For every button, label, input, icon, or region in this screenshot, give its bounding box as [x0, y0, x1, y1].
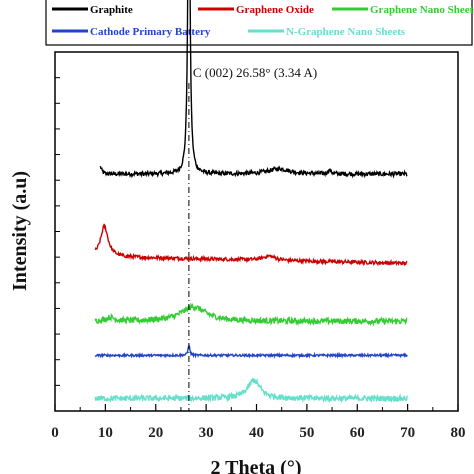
x-tick-label: 20	[148, 425, 163, 441]
x-tick-label: 80	[451, 425, 466, 441]
x-tick-label: 70	[400, 425, 415, 441]
x-tick-label: 60	[350, 425, 365, 441]
x-tick-label: 0	[51, 425, 59, 441]
series-layer	[94, 0, 408, 404]
x-tick-label: 30	[199, 425, 214, 441]
y-axis-ticks	[55, 77, 60, 386]
plot-frame	[54, 51, 459, 412]
legend-label: Graphene Nano Sheets	[370, 4, 474, 16]
legend-label: Graphene Oxide	[236, 4, 314, 16]
x-axis-title: 2 Theta (°)	[211, 457, 302, 474]
series-line-3	[94, 302, 408, 327]
annotation-label: C (002) 26.58° (3.34 A)	[193, 65, 317, 80]
legend-label: N-Graphene Nano Sheets	[286, 26, 406, 38]
legend: Graphite Graphene Oxide Graphene Nano Shee…	[52, 4, 474, 38]
legend-label: Graphite	[90, 4, 133, 16]
series-line-1	[99, 0, 408, 179]
x-tick-label: 10	[98, 425, 113, 441]
x-tick-label: 50	[299, 425, 314, 441]
legend-label: Cathode Primary Battery	[90, 26, 211, 38]
series-line-2	[94, 223, 408, 267]
y-axis-title: Intensity (a.u)	[9, 171, 31, 291]
x-tick-label: 40	[249, 425, 264, 441]
legend-box	[45, 0, 473, 46]
x-axis: 0 10 20 30 40 50 60 70 80	[51, 404, 466, 441]
series-line-4	[94, 343, 408, 360]
series-line-5	[94, 377, 408, 404]
